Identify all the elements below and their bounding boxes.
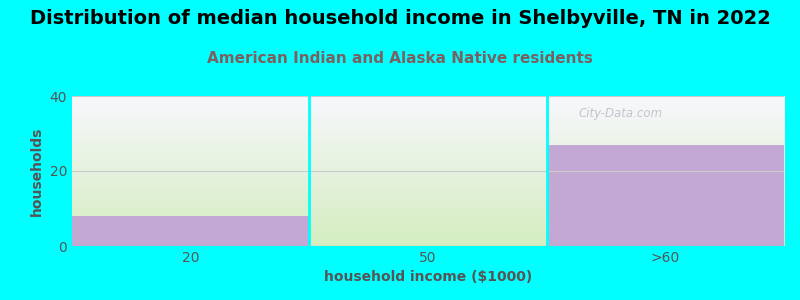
Text: American Indian and Alaska Native residents: American Indian and Alaska Native reside… (207, 51, 593, 66)
Bar (546, 145, 784, 246)
Text: Distribution of median household income in Shelbyville, TN in 2022: Distribution of median household income … (30, 9, 770, 28)
Bar (72, 216, 310, 246)
Text: City-Data.com: City-Data.com (578, 107, 662, 121)
X-axis label: household income ($1000): household income ($1000) (324, 270, 532, 284)
Y-axis label: households: households (30, 126, 44, 216)
